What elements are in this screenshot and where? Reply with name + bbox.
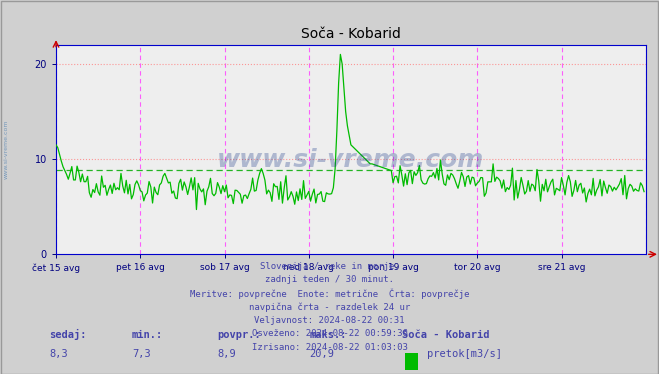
Text: min.:: min.: [132, 331, 163, 340]
Text: www.si-vreme.com: www.si-vreme.com [4, 120, 9, 180]
Text: navpična črta - razdelek 24 ur: navpična črta - razdelek 24 ur [249, 302, 410, 312]
Text: 20,9: 20,9 [310, 349, 335, 359]
Text: Izrisano: 2024-08-22 01:03:03: Izrisano: 2024-08-22 01:03:03 [252, 343, 407, 352]
Text: maks.:: maks.: [310, 331, 347, 340]
Text: zadnji teden / 30 minut.: zadnji teden / 30 minut. [265, 275, 394, 284]
Text: 8,9: 8,9 [217, 349, 236, 359]
Text: www.si-vreme.com: www.si-vreme.com [217, 148, 484, 172]
Text: 7,3: 7,3 [132, 349, 150, 359]
Text: 8,3: 8,3 [49, 349, 68, 359]
Text: povpr.:: povpr.: [217, 331, 261, 340]
Text: sedaj:: sedaj: [49, 329, 87, 340]
Text: Soča - Kobarid: Soča - Kobarid [402, 331, 490, 340]
Text: pretok[m3/s]: pretok[m3/s] [427, 349, 502, 359]
Text: Osveženo: 2024-08-22 00:59:36: Osveženo: 2024-08-22 00:59:36 [252, 329, 407, 338]
Text: Meritve: povprečne  Enote: metrične  Črta: povprečje: Meritve: povprečne Enote: metrične Črta:… [190, 289, 469, 299]
Title: Soča - Kobarid: Soča - Kobarid [301, 27, 401, 41]
Text: Veljavnost: 2024-08-22 00:31: Veljavnost: 2024-08-22 00:31 [254, 316, 405, 325]
Text: Slovenija / reke in morje.: Slovenija / reke in morje. [260, 262, 399, 271]
